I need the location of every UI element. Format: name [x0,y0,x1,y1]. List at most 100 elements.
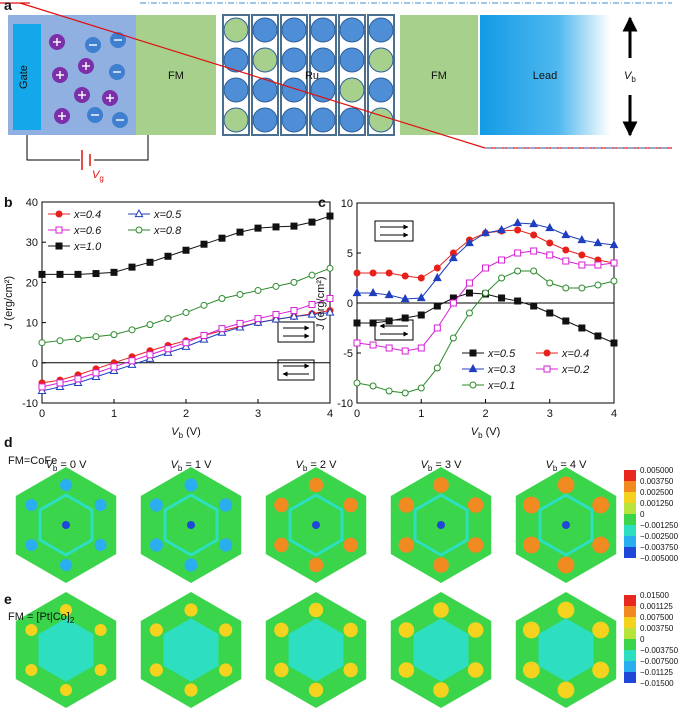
data-point [369,382,377,390]
panel-label: d [4,434,13,450]
data-point [610,277,618,285]
data-point [182,339,190,347]
data-point [182,246,190,254]
atom [223,17,249,43]
y-tick-label: 10 [341,198,353,210]
data-point [218,234,226,242]
data-point [465,309,473,317]
map-feature [149,538,163,552]
data-point [562,246,570,254]
map-feature [433,557,449,573]
spin-boxes [277,220,414,381]
map-feature [149,498,163,512]
map-feature [149,663,163,677]
data-point [530,302,538,310]
map-feature [433,477,449,493]
colorbar-label: 0.005000 [640,466,674,475]
atom [310,17,336,43]
data-point [417,384,425,392]
colorbar-block [624,628,636,639]
map-feature [467,537,484,553]
atom [310,47,336,73]
map-label: Vb = 3 V [421,459,463,473]
data-point [562,257,570,265]
map-title-part: 2 [70,616,75,625]
map-feature [522,621,540,639]
legend-marker [135,226,143,234]
legend-marker [469,349,477,357]
data-point [308,301,316,309]
data-point [38,383,46,391]
colorbar-label: 0.003750 [640,477,674,486]
data-point [465,279,473,287]
colorbar-label: 0.01500 [640,591,669,600]
colorbar-label: 0.001250 [640,499,674,508]
data-point [353,379,361,387]
colorbar-label: −0.002500 [640,532,679,541]
x-axis-label-part: V [471,426,480,438]
y-tick-label: 40 [26,197,38,209]
map-center [56,640,76,660]
map-inner [413,493,469,557]
y-axis-label-part: (erg/cm²) [315,276,327,324]
data-point [254,224,262,232]
map-feature [467,497,484,513]
fermi-surface-maps [15,467,636,708]
map-label-part: b [553,464,558,473]
map-label-part: = 0 V [57,459,87,471]
atom [339,47,365,73]
map-feature [25,539,38,551]
map-label-part: b [178,464,183,473]
data-point [530,231,538,239]
data-point [400,293,410,303]
data-point [593,237,603,247]
x-tick-label: 1 [111,408,117,420]
colorbar-block [624,639,636,650]
map-feature [343,622,358,638]
y-axis-label-part: (erg/cm²) [3,276,15,324]
data-point [110,331,118,339]
data-point [433,302,441,310]
map-feature [398,662,415,678]
data-point [56,337,64,345]
data-point [530,247,538,255]
map-feature [274,497,289,513]
map-center [62,521,70,529]
map-feature [184,603,198,617]
x-axis-label-part: b [478,431,483,440]
data-point [218,294,226,302]
data-point [271,314,281,323]
data-point [200,240,208,248]
y-tick-label: 20 [26,277,38,289]
map-feature [149,623,163,637]
x-axis-label-part: (V) [483,426,501,438]
data-point [401,389,409,397]
atom [281,17,307,43]
map-feature [308,682,324,698]
data-point [236,319,244,327]
bias-label: Vb [624,70,636,84]
data-point [594,332,602,340]
map-feature [184,478,198,492]
x-tick-label: 2 [183,408,189,420]
map-inner [538,493,594,557]
data-point [448,252,458,262]
colorbar-block [624,661,636,672]
data-point [514,249,522,257]
data-point [352,287,362,297]
lead-label: Lead [533,70,557,82]
legend-label: x=0.8 [153,225,182,237]
colorbar-block [624,595,636,606]
data-point [38,270,46,278]
data-point [546,309,554,317]
map-feature [184,558,198,572]
map-center [562,521,570,529]
data-point [562,317,570,325]
y-axis-label: J (erg/cm²) [3,276,15,330]
data-point [353,339,361,347]
data-point [164,315,172,323]
data-point [578,324,586,332]
data-point [498,294,506,302]
legend-marker [55,226,63,234]
data-point [594,281,602,289]
